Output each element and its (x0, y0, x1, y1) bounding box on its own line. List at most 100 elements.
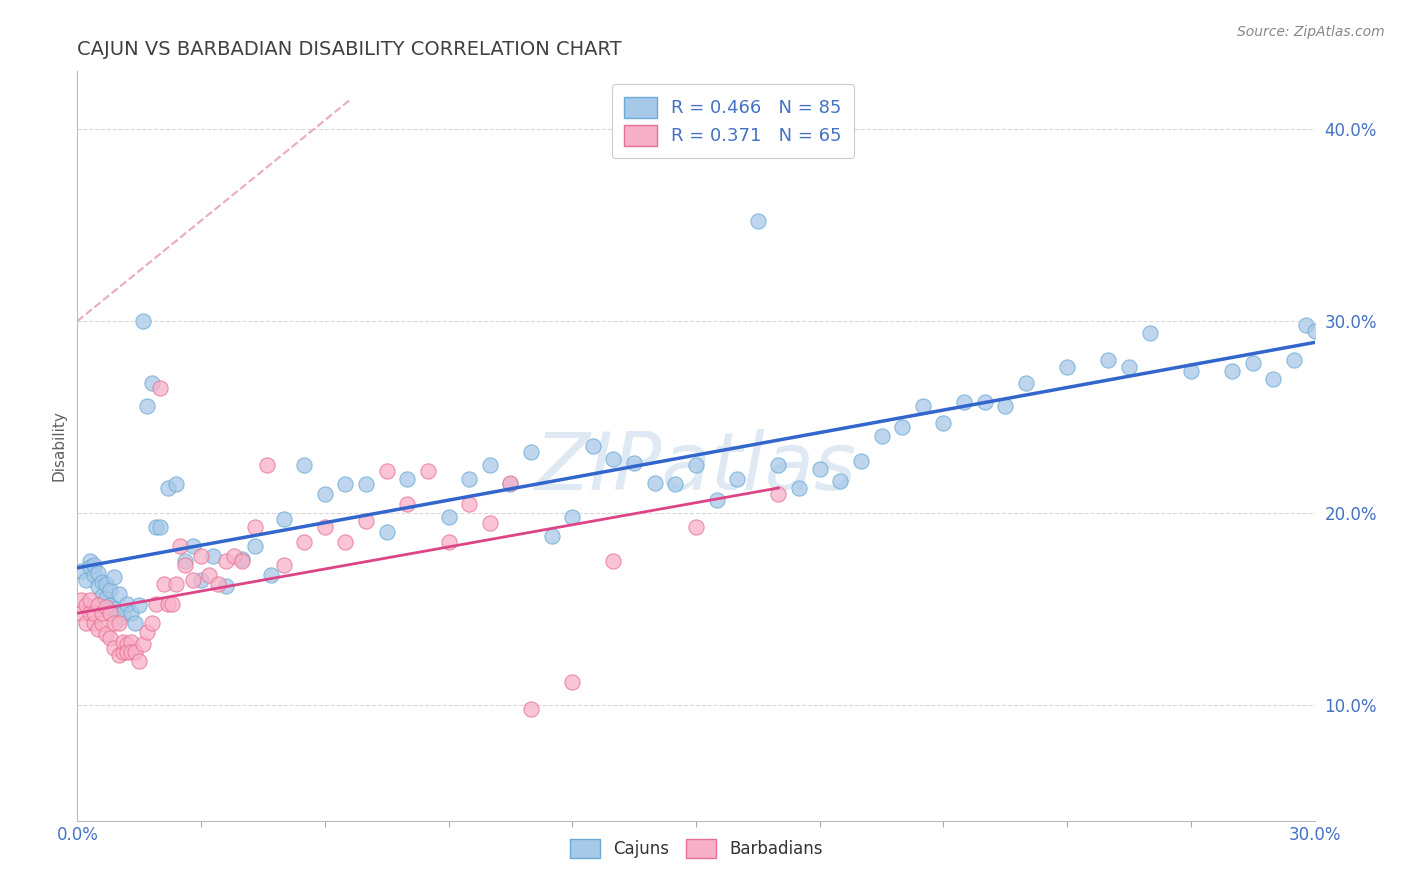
Point (173, 558, 195, 573)
Point (75, 574, 97, 588)
Point (111, 644, 134, 658)
Point (292, 535, 315, 549)
Point (141, 615, 163, 630)
Point (190, 549, 212, 563)
Point (231, 552, 253, 566)
Point (145, 519, 167, 533)
Point (953, 394, 976, 409)
Point (91, 575, 114, 590)
Point (973, 394, 995, 409)
Point (83, 567, 105, 582)
Point (231, 554, 253, 568)
Point (181, 574, 204, 588)
Point (98, 606, 121, 620)
Point (157, 481, 180, 495)
Point (1118, 360, 1140, 375)
Legend: Cajuns, Barbadians: Cajuns, Barbadians (561, 830, 831, 866)
Point (1303, 324, 1326, 338)
Point (136, 625, 159, 640)
Point (222, 549, 245, 563)
Point (87, 579, 110, 593)
Point (75, 615, 97, 630)
Point (932, 416, 955, 430)
Point (891, 419, 914, 434)
Point (1180, 364, 1202, 378)
Point (375, 525, 398, 540)
Point (354, 514, 377, 528)
Point (725, 472, 748, 486)
Point (96, 577, 118, 591)
Point (215, 579, 238, 593)
Point (478, 516, 501, 530)
Point (396, 497, 419, 511)
Point (145, 597, 167, 611)
Point (115, 644, 138, 658)
Point (160, 597, 183, 611)
Point (215, 554, 238, 568)
Point (582, 439, 605, 453)
Point (830, 474, 852, 488)
Point (243, 539, 266, 553)
Point (273, 558, 295, 573)
Point (70, 592, 93, 607)
Point (153, 577, 176, 591)
Point (157, 597, 180, 611)
Point (87, 566, 110, 580)
Point (120, 606, 142, 620)
Point (685, 519, 707, 533)
Point (96, 600, 118, 615)
Point (91, 589, 114, 603)
Point (165, 577, 187, 591)
Point (1097, 352, 1119, 367)
Point (79, 554, 101, 568)
Point (911, 399, 934, 413)
Point (91, 606, 114, 620)
Point (1295, 318, 1317, 332)
Text: Source: ZipAtlas.com: Source: ZipAtlas.com (1237, 25, 1385, 39)
Point (243, 519, 266, 533)
Point (124, 615, 146, 630)
Point (83, 606, 105, 620)
Point (79, 592, 101, 607)
Point (273, 512, 295, 526)
Point (314, 519, 336, 533)
Point (128, 599, 150, 613)
Point (87, 622, 110, 636)
Point (103, 615, 125, 630)
Point (644, 475, 666, 490)
Point (83, 615, 105, 630)
Point (768, 487, 790, 501)
Point (103, 640, 125, 655)
Point (1056, 360, 1078, 375)
Point (664, 477, 686, 491)
Point (96, 627, 118, 641)
Point (1139, 326, 1161, 340)
Point (132, 314, 155, 328)
Point (198, 567, 221, 582)
Point (70, 564, 93, 578)
Point (870, 429, 893, 443)
Point (107, 612, 129, 626)
Point (685, 458, 707, 473)
Point (808, 462, 831, 476)
Point (994, 399, 1017, 413)
Point (787, 481, 810, 495)
Point (437, 510, 460, 524)
Point (98, 583, 121, 598)
Point (540, 529, 562, 543)
Point (520, 444, 543, 458)
Point (91, 615, 114, 630)
Point (768, 458, 790, 473)
Point (165, 477, 187, 491)
Point (335, 535, 357, 549)
Point (1220, 364, 1243, 378)
Point (602, 452, 624, 467)
Point (207, 577, 229, 591)
Point (458, 497, 481, 511)
Point (602, 554, 624, 568)
Point (107, 648, 129, 663)
Point (120, 635, 142, 649)
Point (149, 519, 172, 533)
Point (499, 477, 522, 491)
Point (256, 458, 278, 473)
